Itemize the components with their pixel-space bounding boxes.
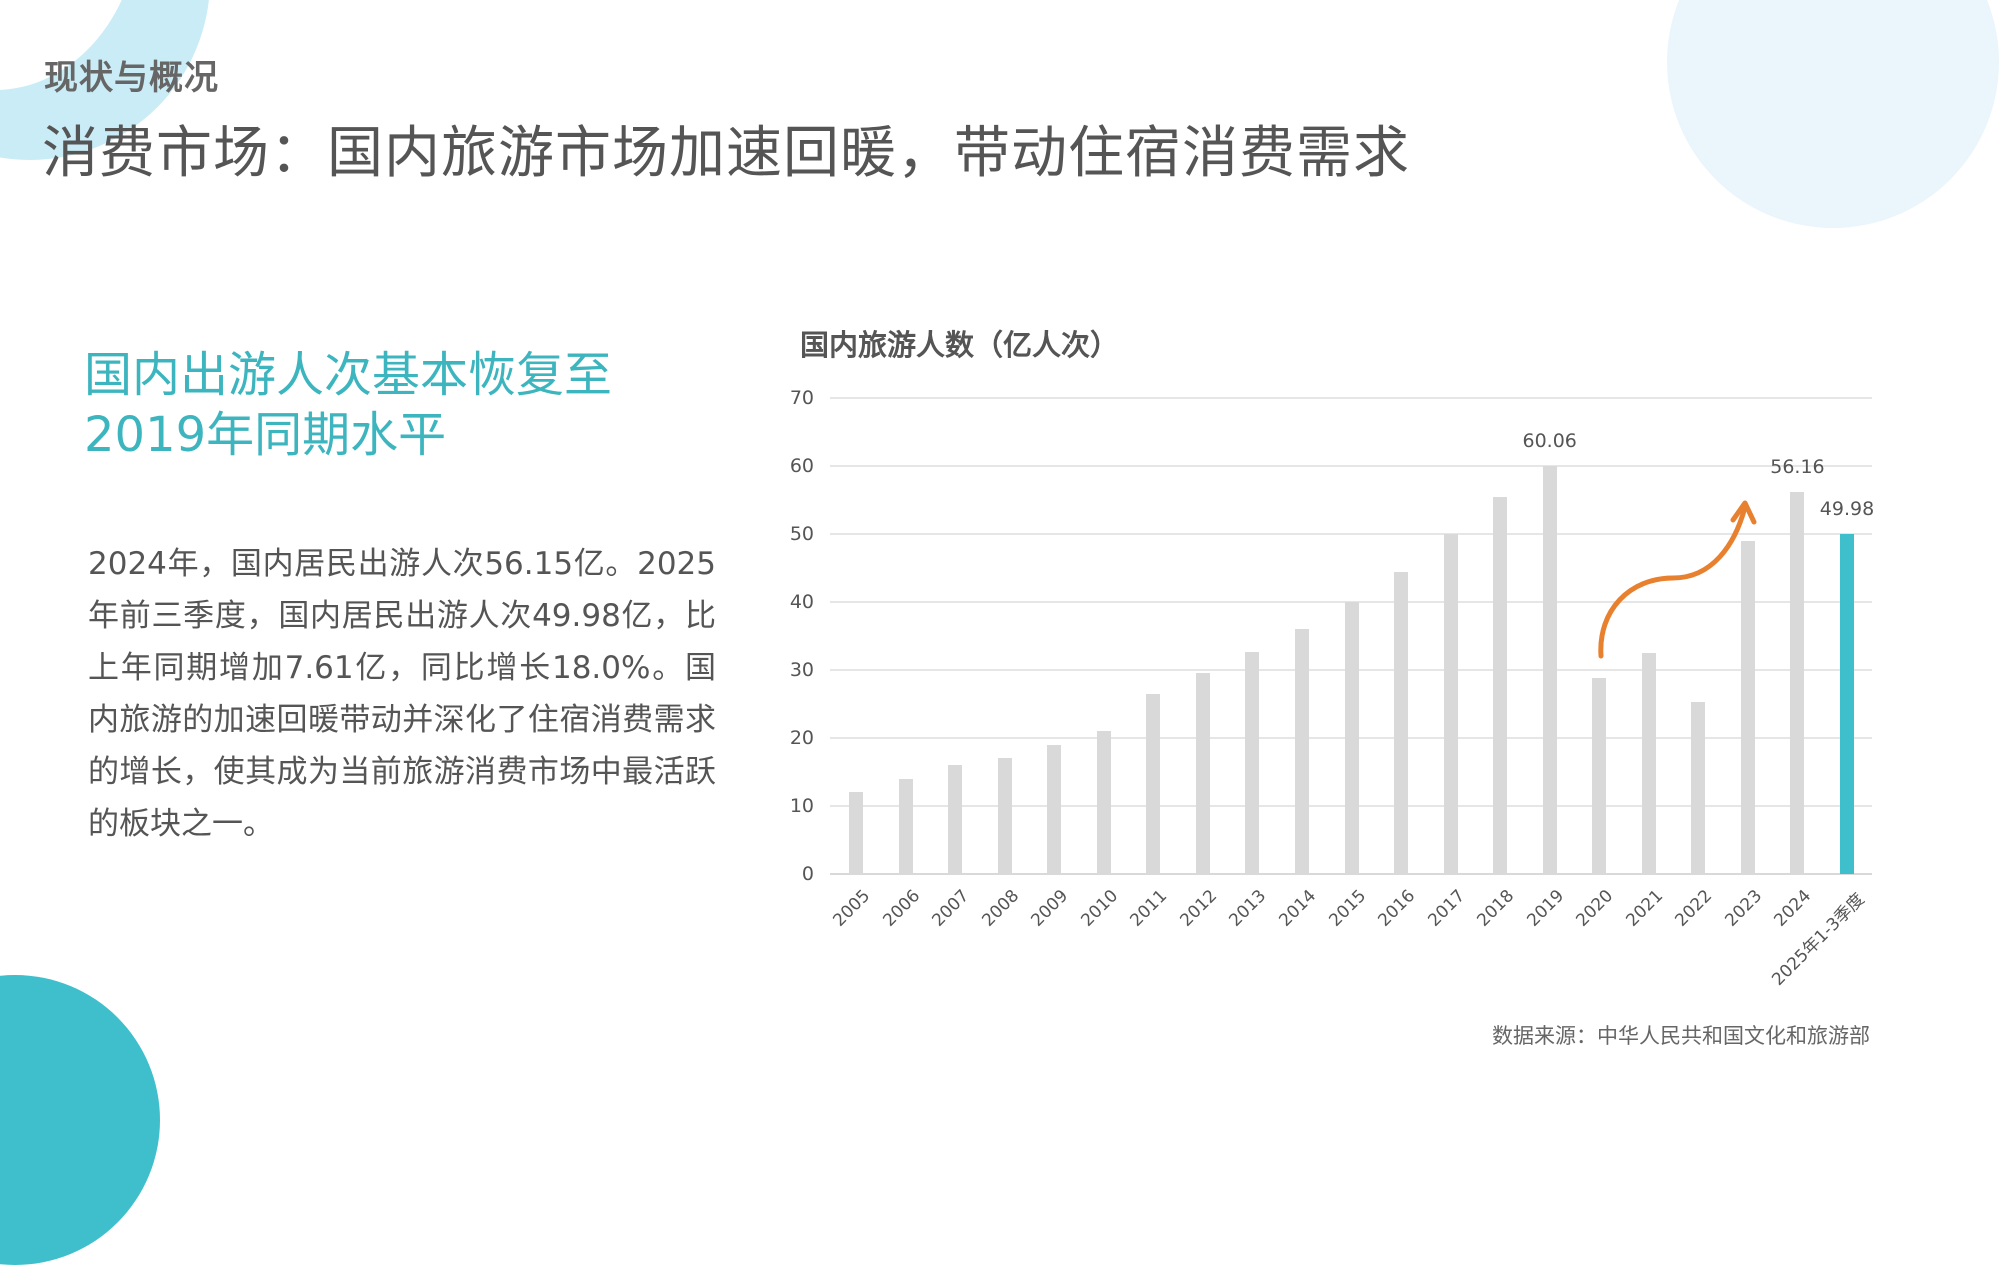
section-label: 现状与概况 — [44, 58, 219, 98]
y-axis-tick-label: 30 — [789, 659, 814, 681]
y-axis-tick-label: 40 — [789, 591, 814, 613]
bar-2015 — [1344, 602, 1359, 874]
bar-2005 — [849, 791, 863, 874]
page-title: 消费市场：国内旅游市场加速回暖，带动住宿消费需求 — [42, 121, 1410, 186]
data-label: 49.98 — [1819, 498, 1875, 521]
bar-2025年1-3季度 — [1840, 534, 1854, 874]
headline: 国内出游人次基本恢复至 2019年同期水平 — [84, 345, 704, 465]
y-axis-tick-label: 20 — [789, 727, 814, 749]
bar-chart: 国内旅游人数（亿人次） 0 10 20 30 40 50 60 70 2005 2006 2007 2… — [789, 328, 1875, 990]
bar-2014 — [1294, 628, 1309, 874]
bar-2009 — [1047, 744, 1062, 874]
bar-2006 — [898, 779, 913, 874]
data-source-note: 数据来源：中华人民共和国文化和旅游部 — [1492, 1024, 1870, 1048]
data-label: 60.06 — [1522, 429, 1577, 452]
bar-2012 — [1195, 672, 1210, 874]
chart-title: 国内旅游人数（亿人次） — [800, 328, 1120, 362]
bar-2018 — [1493, 497, 1508, 874]
bar-2013 — [1245, 652, 1260, 874]
x-axis-line — [830, 873, 1872, 875]
bar-2020 — [1592, 678, 1607, 874]
headline-line-2: 2019年同期水平 — [84, 407, 447, 463]
bar-2021 — [1641, 653, 1656, 874]
y-axis-tick-label: 10 — [789, 795, 814, 817]
bar-2007 — [948, 764, 963, 874]
bar-2010 — [1096, 731, 1111, 874]
trend-arrow-icon — [1598, 500, 1757, 659]
gridline — [830, 465, 1872, 467]
y-axis-tick-label: 60 — [789, 455, 814, 477]
y-axis-tick-label: 0 — [801, 863, 814, 885]
y-axis-tick-label: 70 — [789, 387, 814, 409]
data-label: 56.16 — [1770, 456, 1825, 479]
bar-2016 — [1394, 572, 1409, 874]
bar-2022 — [1691, 701, 1706, 874]
gridline — [830, 533, 1872, 535]
bar-2008 — [997, 757, 1012, 874]
bar-2024 — [1790, 492, 1805, 874]
bar-2019 — [1542, 465, 1557, 874]
y-axis-tick-label: 50 — [789, 523, 814, 545]
bar-2011 — [1146, 694, 1161, 874]
bar-2017 — [1443, 534, 1458, 874]
gridline — [830, 397, 1872, 399]
body-paragraph: 2024年，国内居民出游人次56.15亿。2025年前三季度，国内居民出游人次4… — [88, 546, 716, 842]
headline-line-1: 国内出游人次基本恢复至 — [84, 347, 613, 403]
bar-2023 — [1740, 541, 1755, 874]
